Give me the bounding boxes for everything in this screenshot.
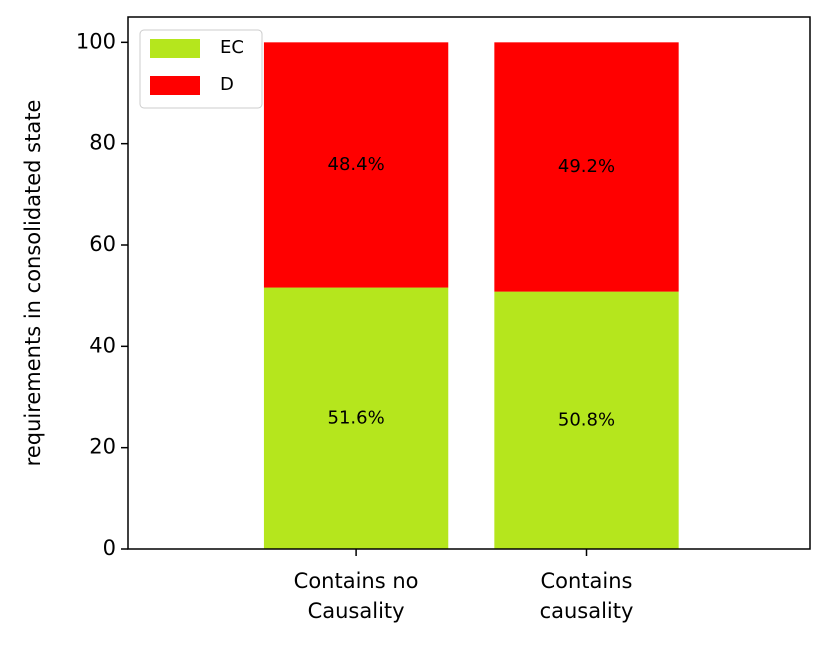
value-label: 49.2% <box>558 156 615 177</box>
plot-frame <box>127 16 811 550</box>
legend: EC D <box>139 29 263 109</box>
bar-segment <box>263 42 449 288</box>
y-tick-label: 60 <box>89 232 116 256</box>
y-tick-label: 40 <box>89 333 116 357</box>
legend-label: EC <box>220 37 244 58</box>
legend-swatch <box>150 39 200 58</box>
y-tick-label: 80 <box>89 131 116 155</box>
y-tick-label: 0 <box>103 536 116 560</box>
y-tick-label: 20 <box>89 435 116 459</box>
y-tick-label: 100 <box>76 29 116 53</box>
legend-label: D <box>220 74 234 95</box>
bar-segment <box>494 42 679 292</box>
x-tick-label: Contains causality <box>540 569 634 623</box>
bar-segment <box>263 287 449 549</box>
value-label: 50.8% <box>558 409 615 430</box>
value-label: 48.4% <box>328 154 385 175</box>
y-axis-label: requirements in consolidated state <box>21 100 45 467</box>
legend-swatch <box>150 76 200 95</box>
value-label: 51.6% <box>328 407 385 428</box>
bar-segment <box>494 291 679 549</box>
x-tick-label: Contains no Causality <box>294 569 419 623</box>
